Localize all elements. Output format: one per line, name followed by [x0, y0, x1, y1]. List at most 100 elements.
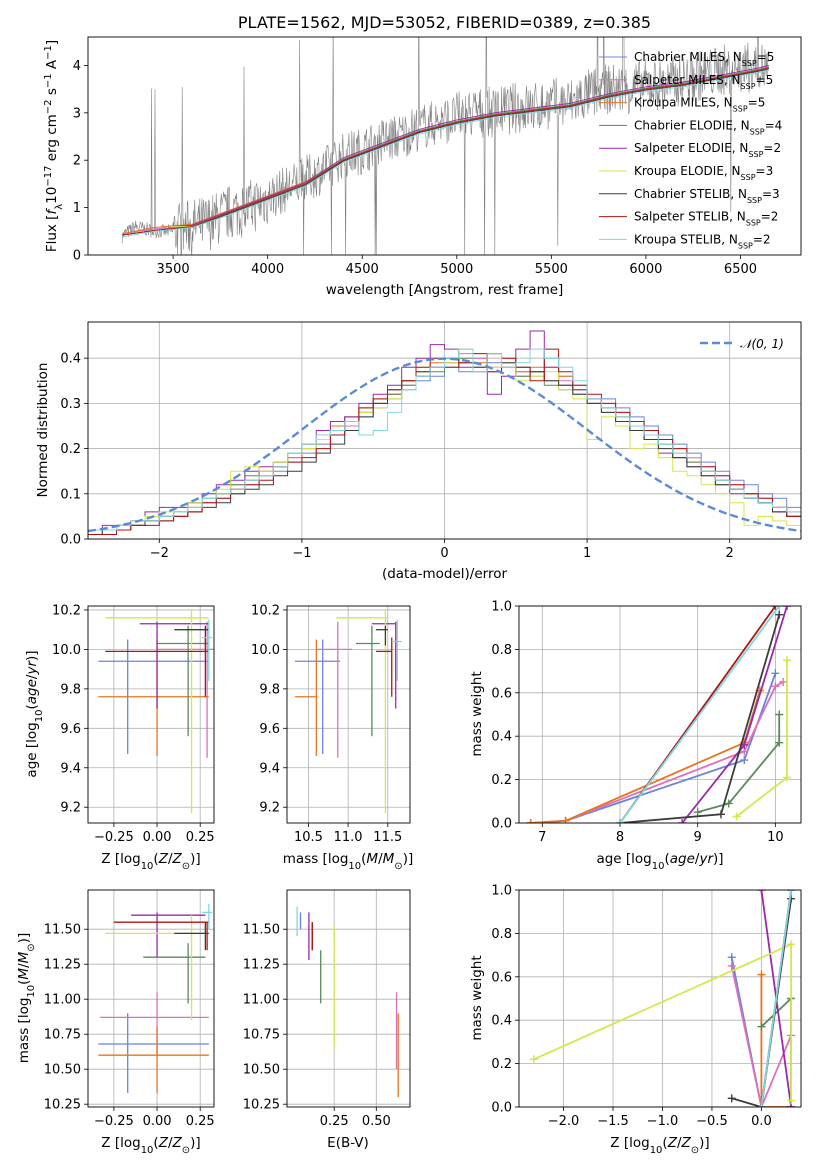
- y-tick-label: 10.50: [44, 1063, 81, 1078]
- axes-frame: [286, 889, 411, 1108]
- legend-label: Chabrier MILES, NSSP=5: [634, 50, 774, 68]
- x-tick-label: 0.25: [320, 1114, 349, 1129]
- x-tick-label: 10.5: [294, 830, 323, 845]
- x-tick-label: 6500: [724, 262, 757, 277]
- weight-marker: [727, 953, 736, 962]
- y-tick-label: 0.2: [60, 442, 81, 457]
- y-tick-label: 0: [73, 249, 81, 264]
- y-tick-label: 10.0: [251, 643, 280, 658]
- x-axis-label: Z [log10(Z/Z⊙)]: [101, 851, 200, 872]
- weight-marker: [757, 1103, 766, 1107]
- plot-area: [526, 606, 792, 823]
- y-axis-label: Normed distribution: [35, 363, 51, 498]
- panel-3: −0.25 0.00 0.25 9.2 9.4 9.6 9.8 10.0 10.2: [52, 603, 215, 845]
- y-tick-label: 11.25: [44, 958, 81, 973]
- y-tick-label: 11.50: [243, 923, 280, 938]
- y-tick-label: 0.0: [491, 817, 512, 832]
- y-tick-label: 9.8: [60, 682, 81, 697]
- y-tick-label: 9.4: [259, 761, 280, 776]
- legend-label: Kroupa ELODIE, NSSP=3: [634, 164, 773, 182]
- legend-label: 𝒩(0, 1): [740, 337, 784, 351]
- legend-label: Kroupa MILES, NSSP=5: [634, 96, 765, 114]
- weight-line: [760, 890, 792, 1107]
- plot-area: [296, 906, 399, 1098]
- y-tick-label: 0.4: [60, 352, 81, 367]
- y-tick-label: 10.25: [44, 1098, 81, 1113]
- weight-marker: [740, 756, 749, 765]
- model-line: [121, 68, 769, 236]
- plot-area: [529, 890, 796, 1107]
- x-tick-label: 0.00: [143, 830, 172, 845]
- weight-marker: [775, 610, 784, 619]
- model-line: [121, 67, 769, 236]
- y-tick-label: 9.6: [60, 722, 81, 737]
- x-tick-label: 7: [538, 830, 546, 845]
- panel-8: −2.0 −1.5 −1.0 −0.5 0.0 0.0 0.2 0.4 0.6 0.8 1.0: [491, 884, 802, 1129]
- weight-line: [760, 996, 792, 1107]
- y-tick-label: 0.2: [491, 1057, 512, 1072]
- weight-marker: [787, 940, 796, 949]
- x-tick-label: −2.0: [548, 1114, 580, 1129]
- plot-area: [98, 609, 214, 814]
- x-tick-label: −0.25: [94, 830, 134, 845]
- y-tick-label: 10.2: [251, 603, 280, 618]
- weight-marker: [771, 606, 780, 610]
- weight-line: [697, 714, 781, 813]
- x-tick-label: 0.25: [186, 1114, 215, 1129]
- x-tick-label: −1: [292, 546, 311, 561]
- y-tick-label: 9.2: [259, 801, 280, 816]
- weight-line: [530, 672, 777, 823]
- weight-marker: [783, 773, 792, 782]
- y-tick-label: 10.75: [44, 1028, 81, 1043]
- panel-5: 7 8 9 10 0.0 0.2 0.4 0.6 0.8 1.0: [491, 600, 802, 845]
- weight-marker: [787, 890, 796, 894]
- weight-line: [730, 965, 792, 1107]
- x-tick-label: 2: [726, 546, 734, 561]
- x-axis-label: (data-model)/error: [382, 566, 508, 582]
- y-tick-label: 0.4: [491, 730, 512, 745]
- x-tick-label: −1.5: [597, 1114, 629, 1129]
- x-tick-label: 3500: [157, 262, 190, 277]
- panel-7: 0.25 0.50 10.25 10.50 10.75 11.00 11.25 11.50: [243, 889, 411, 1129]
- x-tick-label: 0.50: [362, 1114, 391, 1129]
- y-tick-label: 11.50: [44, 923, 81, 938]
- x-tick-label: −0.5: [696, 1114, 728, 1129]
- y-tick-label: 2: [73, 154, 81, 169]
- x-tick-label: 4500: [346, 262, 379, 277]
- y-tick-label: 0.2: [491, 773, 512, 788]
- weight-marker: [757, 970, 766, 979]
- y-tick-label: 9.8: [259, 682, 280, 697]
- x-axis-label: Z [log10(Z/Z⊙)]: [101, 1135, 200, 1156]
- panel-6: −0.25 0.00 0.25 10.25 10.50 10.75 11.00 11.25 11…: [44, 889, 215, 1129]
- legend: Chabrier MILES, NSSP=5 Salpeter MILES, NS…: [599, 50, 782, 250]
- plot-area: [98, 904, 213, 1093]
- weight-marker: [757, 890, 766, 894]
- y-tick-label: 10.0: [52, 643, 81, 658]
- legend-label: Kroupa STELIB, NSSP=2: [634, 232, 771, 250]
- legend-label: Salpeter ELODIE, NSSP=2: [634, 141, 781, 159]
- y-axis-label: Flux [fλ10−17 erg cm−2 s−1 A−1]: [43, 40, 65, 252]
- weight-marker: [529, 1055, 538, 1064]
- weight-marker: [783, 656, 792, 665]
- y-tick-label: 3: [73, 106, 81, 121]
- y-tick-label: 0.3: [60, 397, 81, 412]
- x-tick-label: 1: [583, 546, 591, 561]
- panel-1: 3500 4000 4500 5000 5500 6000 6500 0 1 2 3 4: [73, 36, 802, 277]
- chart-title: PLATE=1562, MJD=53052, FIBERID=0389, z=0…: [238, 13, 651, 32]
- weight-marker: [775, 738, 784, 747]
- x-axis-label: E(B-V): [327, 1135, 369, 1151]
- x-tick-label: 11.5: [373, 830, 402, 845]
- legend-label: Chabrier STELIB, NSSP=3: [634, 187, 780, 205]
- data-spectrum: [121, 37, 770, 255]
- x-axis-label: mass [log10(M/M⊙)]: [283, 851, 413, 872]
- y-axis-label: age [log10(age/yr)]: [24, 650, 45, 777]
- y-tick-label: 0.8: [491, 927, 512, 942]
- x-tick-label: 5500: [535, 262, 568, 277]
- y-tick-label: 1: [73, 201, 81, 216]
- weight-marker: [787, 1096, 796, 1105]
- x-tick-label: 4000: [251, 262, 284, 277]
- plot-area: [88, 330, 801, 539]
- y-tick-label: 0.8: [491, 643, 512, 658]
- axes-frame: [518, 889, 802, 1108]
- x-tick-label: 10: [767, 830, 784, 845]
